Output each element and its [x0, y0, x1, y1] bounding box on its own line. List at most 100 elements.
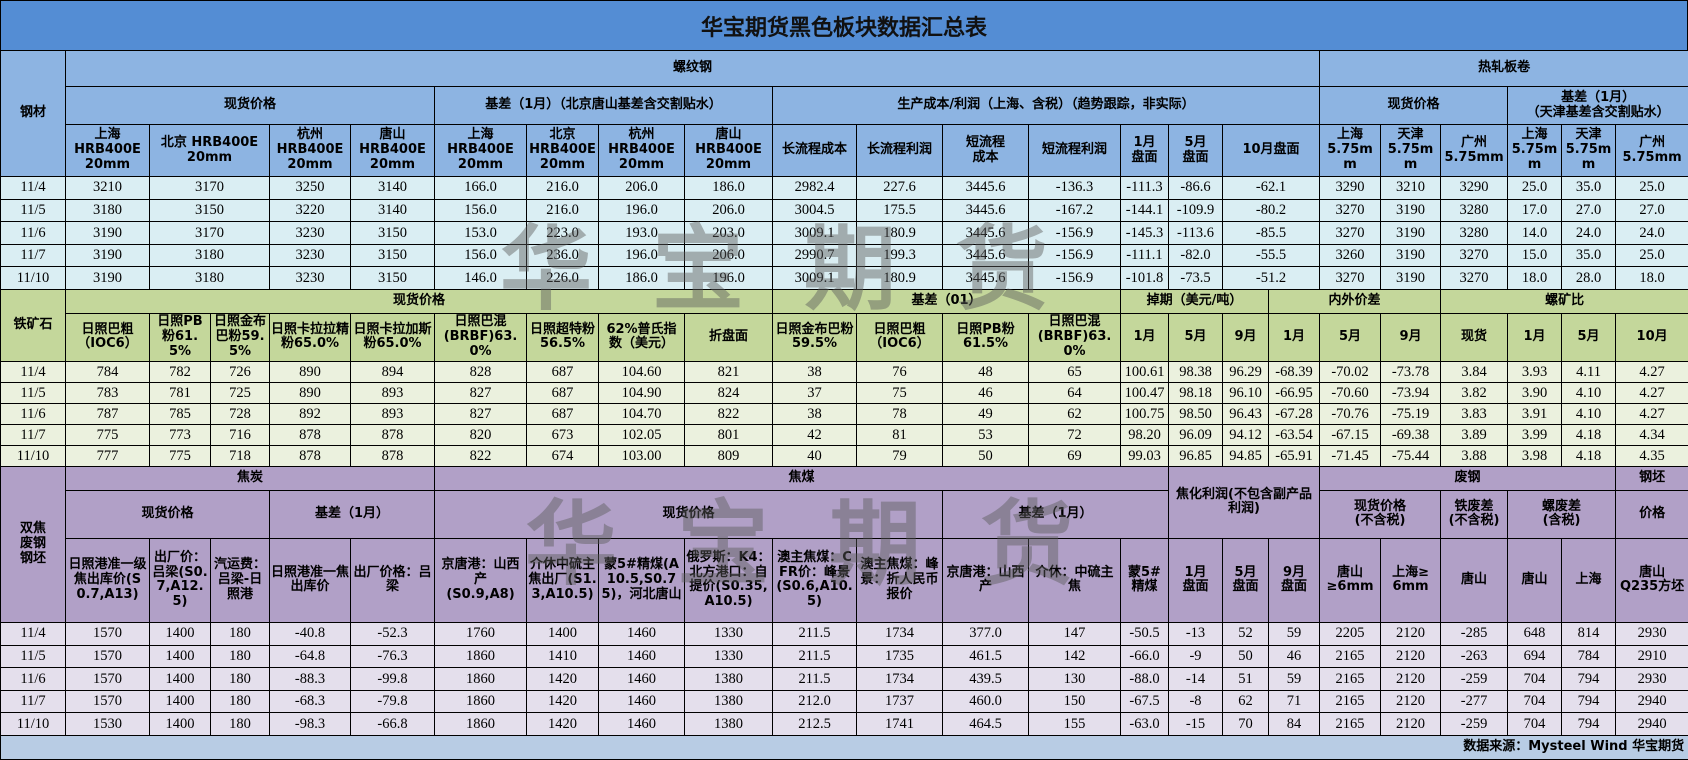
data-cell: -13	[1169, 622, 1223, 645]
data-cell: 827	[435, 382, 527, 403]
data-cell: 2120	[1381, 622, 1441, 645]
data-cell: 822	[435, 445, 527, 466]
data-cell: 781	[150, 382, 211, 403]
data-cell: 25.0	[1616, 244, 1688, 267]
iron-column-header: 日照巴混 (BRBF)63.0%	[435, 313, 527, 361]
data-cell: -145.3	[1121, 222, 1169, 245]
data-cell: 27.0	[1616, 199, 1688, 222]
data-cell: 153.0	[435, 222, 527, 245]
rebar-section: 钢材螺纹钢热轧板卷现货价格基差（1月）（北京唐山基差含交割贴水）生产成本/利润（…	[1, 51, 1688, 290]
coke-column-header: 蒙5#精煤(A10.5,S0.75)，河北唐山	[599, 538, 685, 622]
iron-column-header: 现货	[1441, 313, 1508, 361]
iron-column-header: 日照PB 粉61.5%	[150, 313, 211, 361]
coke-column-header: 9月 盘面	[1269, 538, 1320, 622]
data-cell: 71	[1269, 690, 1320, 713]
data-cell: 94.12	[1223, 424, 1269, 445]
data-cell: 728	[211, 403, 270, 424]
data-cell: 2990.7	[773, 244, 857, 267]
data-cell: 3190	[1381, 267, 1441, 290]
coke-column-header: 5月 盘面	[1223, 538, 1269, 622]
iron-column-header: 10月	[1616, 313, 1688, 361]
page-title: 华宝期货黑色板块数据汇总表	[0, 0, 1688, 50]
data-cell: 1420	[527, 713, 599, 736]
data-cell: 100.75	[1121, 403, 1169, 424]
coke-column-header: 介休：中硫主焦	[1029, 538, 1121, 622]
data-cell: 104.60	[599, 361, 685, 382]
data-cell: 794	[1562, 713, 1616, 736]
data-cell: -9	[1169, 645, 1223, 668]
data-cell: 150	[1029, 690, 1121, 713]
data-cell: 1400	[150, 690, 211, 713]
data-cell: 15.0	[1508, 244, 1562, 267]
rebar-column-header: 现货价格	[66, 87, 435, 125]
data-cell: 777	[66, 445, 150, 466]
data-cell: 75	[857, 382, 943, 403]
data-cell: 3150	[351, 267, 435, 290]
data-cell: 4.27	[1616, 403, 1688, 424]
data-cell: 704	[1508, 668, 1562, 691]
data-cell: 1860	[435, 645, 527, 668]
data-cell: 3150	[150, 199, 270, 222]
data-cell: 2120	[1381, 713, 1441, 736]
data-cell: 3150	[351, 222, 435, 245]
coke-column-header: 1月 盘面	[1169, 538, 1223, 622]
data-cell: 3230	[270, 222, 351, 245]
data-cell: 775	[66, 424, 150, 445]
data-cell: 3.83	[1441, 403, 1508, 424]
coke-column-header: 焦化利润(不包含副产品利润)	[1169, 466, 1320, 538]
coke-column-header: 价格	[1616, 490, 1688, 538]
data-cell: 180	[211, 645, 270, 668]
data-cell: 3445.6	[943, 177, 1029, 200]
date-cell: 11/5	[1, 382, 66, 403]
coke-header-row: 日照港准一级焦出库价(S0.7,A13)出厂价：吕梁(S0.7,A12.5)汽运…	[1, 538, 1688, 622]
data-cell: -111.1	[1121, 244, 1169, 267]
date-cell: 11/10	[1, 267, 66, 290]
coke-column-header: 双焦 废钢 钢坯	[1, 466, 66, 622]
data-cell: 180	[211, 622, 270, 645]
rebar-column-header: 现货价格	[1320, 87, 1508, 125]
data-cell: -62.1	[1223, 177, 1320, 200]
data-cell: 782	[150, 361, 211, 382]
iron-column-header: 现货价格	[66, 289, 773, 313]
data-cell: 3.88	[1441, 445, 1508, 466]
data-cell: 3.98	[1508, 445, 1562, 466]
data-cell: -70.60	[1320, 382, 1381, 403]
data-cell: 4.10	[1562, 382, 1616, 403]
data-cell: 53	[943, 424, 1029, 445]
coke-column-header: 京唐港：山西产 (S0.9,A8)	[435, 538, 527, 622]
data-cell: 3220	[270, 199, 351, 222]
iron-column-header: 5月	[1562, 313, 1616, 361]
data-cell: 460.0	[943, 690, 1029, 713]
coke-section: 双焦 废钢 钢坯焦炭焦煤焦化利润(不包含副产品利润)废钢钢坯现货价格基差（1月）…	[1, 466, 1688, 735]
data-cell: -67.5	[1121, 690, 1169, 713]
date-cell: 11/5	[1, 199, 66, 222]
data-cell: 3290	[1320, 177, 1381, 200]
coke-column-header: 现货价格	[435, 490, 943, 538]
data-cell: 3.90	[1508, 382, 1562, 403]
data-cell: -63.54	[1269, 424, 1320, 445]
data-cell: 212.0	[773, 690, 857, 713]
data-cell: 2120	[1381, 645, 1441, 668]
data-cell: 3270	[1441, 244, 1508, 267]
data-cell: 687	[527, 361, 599, 382]
data-cell: 37	[773, 382, 857, 403]
data-cell: 1400	[150, 713, 211, 736]
data-cell: 894	[351, 361, 435, 382]
data-cell: 1460	[599, 713, 685, 736]
data-cell: 3270	[1320, 199, 1381, 222]
data-cell: 1400	[150, 645, 211, 668]
data-cell: -51.2	[1223, 267, 1320, 290]
data-cell: 809	[685, 445, 773, 466]
data-cell: 211.5	[773, 645, 857, 668]
data-cell: 65	[1029, 361, 1121, 382]
rebar-column-header: 广州 5.75mm	[1441, 125, 1508, 177]
data-cell: -73.78	[1381, 361, 1441, 382]
data-cell: 59	[1269, 622, 1320, 645]
data-cell: 3250	[270, 177, 351, 200]
rebar-column-header: 1月 盘面	[1121, 125, 1169, 177]
data-cell: 186.0	[685, 177, 773, 200]
